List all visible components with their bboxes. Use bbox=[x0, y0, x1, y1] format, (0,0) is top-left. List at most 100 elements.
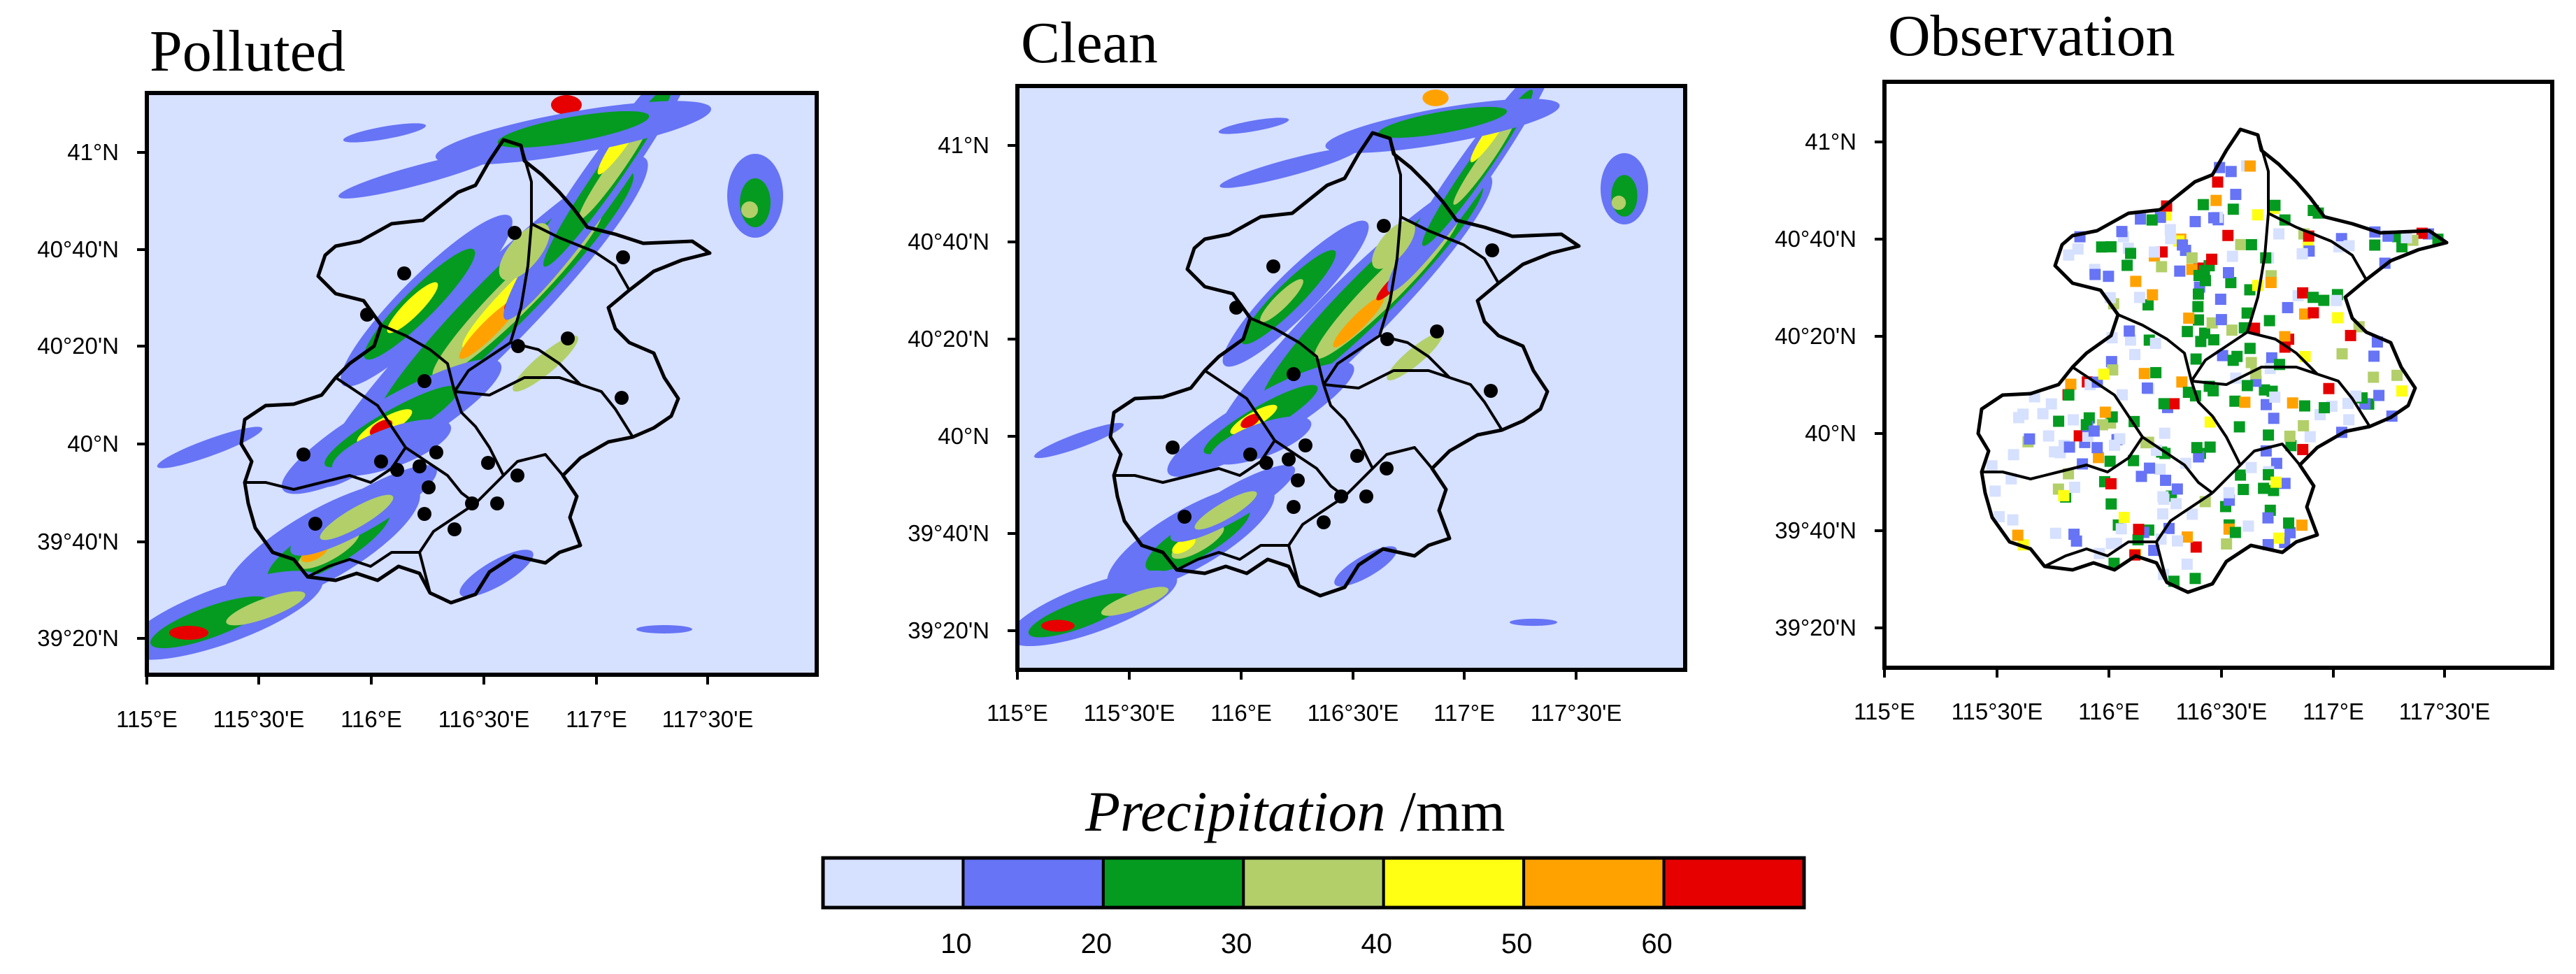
lat-tick-label: 39°40'N bbox=[1775, 517, 1856, 543]
observation-station-square bbox=[2226, 250, 2238, 262]
station-dot bbox=[413, 459, 427, 473]
station-dot bbox=[1359, 489, 1373, 503]
lat-tick-label: 39°20'N bbox=[37, 625, 119, 651]
district-boundary bbox=[2247, 331, 2319, 375]
beijing-boundary bbox=[1976, 127, 2449, 594]
district-boundary bbox=[2117, 313, 2193, 382]
observation-station-square bbox=[2245, 461, 2257, 473]
observation-station-square bbox=[2115, 523, 2127, 535]
lon-tick-label: 115°E bbox=[116, 706, 178, 732]
lat-tick-label: 39°40'N bbox=[908, 520, 989, 546]
observation-station-square bbox=[2068, 414, 2080, 426]
observation-station-square bbox=[2284, 430, 2296, 442]
colorbar-title: Precipitation /mm bbox=[1085, 783, 1505, 840]
district-boundary bbox=[1982, 436, 2144, 480]
district-boundary bbox=[1273, 439, 1346, 498]
observation-station-square bbox=[2223, 487, 2235, 499]
station-dot bbox=[1484, 384, 1498, 398]
station-dot bbox=[1178, 510, 1192, 524]
station-dot bbox=[417, 374, 431, 388]
district-boundary bbox=[2141, 436, 2214, 494]
station-dot bbox=[296, 447, 310, 461]
map-frame bbox=[1882, 80, 2554, 670]
observation-station-square bbox=[2214, 293, 2226, 305]
precipitation-field bbox=[147, 93, 783, 660]
station-dot bbox=[1380, 332, 1394, 346]
district-boundary bbox=[404, 446, 477, 505]
observation-station-square bbox=[2229, 527, 2241, 538]
station-dot bbox=[1166, 441, 1180, 454]
observation-station-square bbox=[2181, 558, 2193, 570]
observation-station-square bbox=[2142, 299, 2154, 310]
district-boundary bbox=[2155, 492, 2214, 543]
precip-contour-level-1 bbox=[1210, 416, 1312, 465]
observation-station-square bbox=[2208, 385, 2219, 396]
observation-station-square bbox=[2133, 292, 2145, 303]
observation-station-square bbox=[2099, 406, 2111, 418]
precip-contour-level-3 bbox=[1260, 279, 1303, 322]
lon-tick-label: 115°E bbox=[1854, 699, 1915, 724]
observation-station-square bbox=[2096, 241, 2108, 253]
precip-contour-level-3 bbox=[1387, 332, 1443, 381]
observation-station-square bbox=[2283, 517, 2295, 529]
precip-contour-level-1 bbox=[636, 625, 692, 633]
observation-station-square bbox=[2235, 238, 2247, 250]
district-boundary bbox=[509, 145, 533, 343]
observation-station-square bbox=[2263, 429, 2275, 441]
station-dot bbox=[1287, 367, 1301, 381]
station-dot bbox=[511, 339, 525, 353]
colorbar-title-variable: Precipitation bbox=[1085, 780, 1386, 843]
observation-station-square bbox=[2049, 527, 2061, 539]
colorbar-tick-label: 60 bbox=[1641, 929, 1673, 959]
observation-station-square bbox=[2105, 538, 2117, 550]
observation-station-square bbox=[2222, 229, 2234, 241]
observation-station-square bbox=[2072, 243, 2084, 255]
lon-tick-label: 116°30'E bbox=[438, 706, 530, 732]
colorbar-swatch bbox=[1242, 857, 1385, 909]
district-boundary bbox=[1378, 138, 1402, 336]
station-dot bbox=[1259, 456, 1273, 470]
observation-station-square bbox=[1989, 485, 2001, 497]
district-boundary bbox=[2246, 134, 2270, 333]
observation-station-square bbox=[2215, 314, 2227, 326]
district-boundary bbox=[580, 383, 634, 438]
observation-station-square bbox=[2268, 413, 2280, 424]
district-boundary bbox=[380, 324, 456, 392]
observation-station-square bbox=[2063, 389, 2075, 401]
observation-station-square bbox=[1986, 460, 1998, 472]
observation-station-square bbox=[2125, 248, 2137, 259]
observation-station-square bbox=[2225, 166, 2237, 178]
observation-station-square bbox=[2156, 508, 2168, 520]
observation-station-square bbox=[2208, 334, 2219, 345]
observation-station-square bbox=[2118, 512, 2130, 524]
observation-station-square bbox=[2400, 231, 2412, 243]
colorbar-tick-label: 40 bbox=[1361, 929, 1392, 959]
observation-station-square bbox=[2191, 442, 2203, 454]
lon-tick-label: 115°30'E bbox=[213, 706, 305, 732]
lon-tick-label: 117°E bbox=[566, 706, 627, 732]
observation-station-square bbox=[2065, 378, 2077, 390]
precip-contour-level-3 bbox=[578, 116, 652, 220]
station-dot bbox=[374, 454, 388, 468]
observation-station-square bbox=[2198, 265, 2210, 277]
observation-station-square bbox=[2258, 482, 2270, 494]
station-dot bbox=[1350, 449, 1364, 463]
observation-station-square bbox=[2124, 325, 2135, 337]
observation-station-square bbox=[2176, 376, 2188, 388]
observation-station-square bbox=[2168, 398, 2180, 410]
precip-contour-level-1 bbox=[343, 123, 427, 143]
station-markers bbox=[1166, 219, 1499, 529]
observation-station-square bbox=[2063, 441, 2075, 453]
observation-station-square bbox=[2107, 364, 2119, 376]
station-dot bbox=[1291, 473, 1305, 487]
observation-station-square bbox=[2144, 462, 2156, 474]
station-dot bbox=[1298, 438, 1312, 452]
district-boundary bbox=[1323, 369, 1450, 389]
precip-contour-level-1 bbox=[338, 151, 501, 199]
observation-station-square bbox=[2307, 307, 2319, 319]
precip-contour-level-4 bbox=[1172, 537, 1196, 554]
observation-station-square bbox=[2391, 369, 2403, 381]
observation-station-square bbox=[2208, 212, 2220, 224]
observation-station-square bbox=[2269, 391, 2281, 403]
